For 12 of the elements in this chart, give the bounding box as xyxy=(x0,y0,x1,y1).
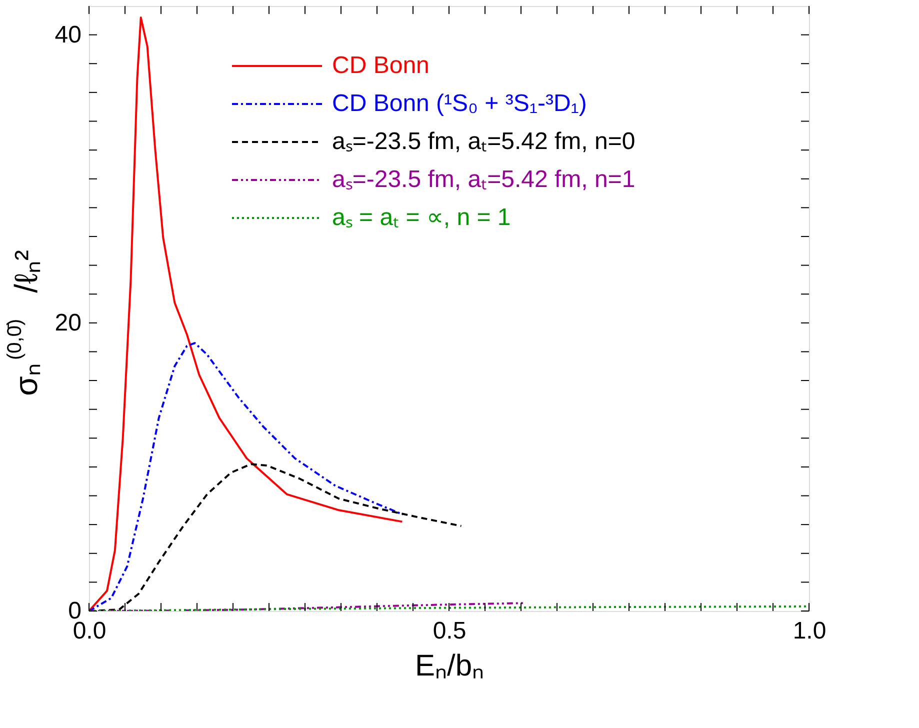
x-axis-title: Eₙ/bₙ xyxy=(414,650,484,682)
x-tick-label: 1.0 xyxy=(792,618,826,644)
x-tick-label: 0.5 xyxy=(432,618,466,644)
y-tick-label: 40 xyxy=(54,21,82,48)
y-tick-label: 20 xyxy=(54,309,82,336)
text: σₙ(0,0̄)/ℓₙ² xyxy=(4,250,44,396)
legend-label: aₛ=-23.5 fm, aₜ=5.42 fm, n=1 xyxy=(332,166,636,193)
legend-label: aₛ=-23.5 fm, aₜ=5.42 fm, n=0 xyxy=(332,128,636,155)
legend-label: aₛ = aₜ = ∝, n = 1 xyxy=(332,204,511,231)
legend-label: CD Bonn xyxy=(332,52,430,79)
legend-label: CD Bonn (¹S₀ + ³S₁-³D₁) xyxy=(332,90,587,117)
line-series xyxy=(89,342,404,611)
